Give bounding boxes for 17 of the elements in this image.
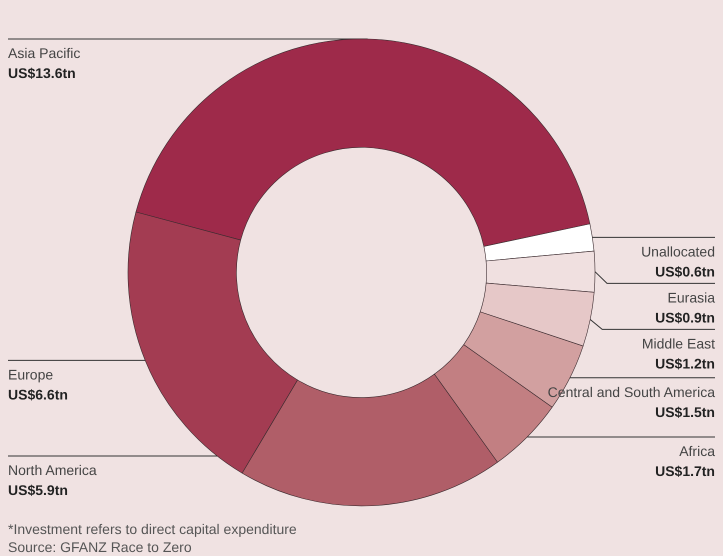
slice-label: Eurasia: [668, 289, 716, 306]
slice-label: Africa: [679, 443, 716, 460]
data-label: US$1.5tn: [655, 404, 715, 420]
slice-label: North America: [8, 462, 97, 478]
data-label: US$13.6tn: [8, 65, 76, 81]
data-label: US$0.9tn: [655, 309, 715, 326]
data-label: US$0.6tn: [655, 263, 715, 280]
source-note: Source: GFANZ Race to Zero: [8, 539, 192, 555]
slice-label: Europe: [8, 366, 54, 382]
data-label: US$1.7tn: [655, 463, 715, 480]
data-label: US$6.6tn: [8, 386, 68, 402]
data-label: US$1.2tn: [655, 355, 715, 372]
slice-label: Unallocated: [641, 243, 715, 260]
text: *Investment refers to direct capital expenditure: [8, 521, 297, 537]
slice-label: Middle East: [642, 335, 716, 352]
slice-label: Asia Pacific: [8, 45, 80, 61]
data-label: US$5.9tn: [8, 482, 68, 498]
